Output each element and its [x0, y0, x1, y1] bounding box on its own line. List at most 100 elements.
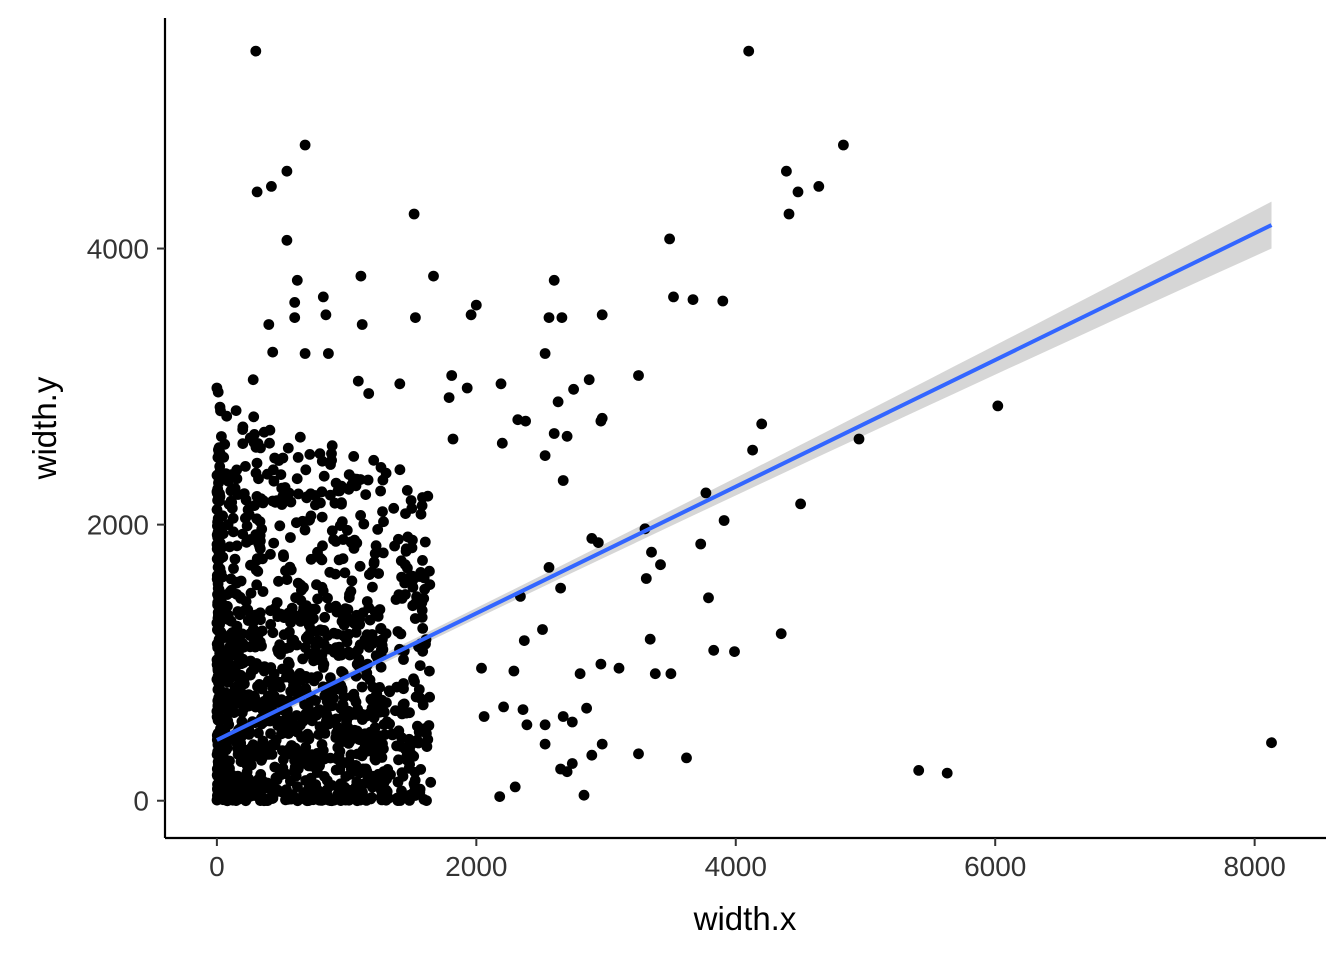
scatter-point-dense: [390, 705, 401, 717]
trend-line-layer: [216, 223, 1273, 742]
scatter-point-dense: [299, 699, 310, 710]
scatter-point-dense: [398, 678, 409, 689]
scatter-point-dense: [332, 628, 343, 640]
scatter-point-dense: [317, 745, 329, 756]
scatter-point: [665, 668, 677, 680]
scatter-point-dense: [319, 611, 331, 623]
scatter-point-dense: [215, 405, 226, 417]
scatter-point-dense: [409, 774, 421, 786]
scatter-point-dense: [350, 709, 362, 720]
scatter-point-dense: [237, 421, 249, 433]
scatter-point: [428, 270, 439, 282]
scatter-point: [320, 309, 332, 321]
scatter-point-dense: [393, 754, 404, 766]
scatter-point-dense: [303, 731, 315, 743]
scatter-point-dense: [356, 681, 368, 693]
scatter-point: [408, 208, 420, 220]
scatter-point-dense: [256, 752, 268, 764]
scatter-point: [447, 433, 459, 445]
scatter-point-dense: [270, 772, 282, 784]
scatter-point: [498, 701, 509, 713]
scatter-point: [557, 475, 569, 486]
scatter-point-dense: [251, 579, 263, 591]
scatter-point: [299, 348, 311, 359]
scatter-point-dense: [339, 567, 351, 579]
scatter-point-dense: [330, 477, 342, 489]
scatter-point: [289, 312, 301, 323]
scatter-point-dense: [284, 626, 295, 638]
scatter-point-dense: [222, 793, 234, 804]
scatter-point-dense: [273, 575, 284, 587]
scatter-point-dense: [360, 746, 372, 757]
scatter-point: [266, 181, 277, 192]
scatter-point-dense: [245, 587, 257, 599]
scatter-point-dense: [415, 508, 427, 520]
scatter-point-dense: [375, 485, 386, 497]
scatter-point-dense: [417, 623, 429, 634]
scatter-point: [394, 378, 406, 390]
scatter-point: [496, 437, 508, 449]
scatter-point-dense: [277, 663, 288, 675]
scatter-point-dense: [361, 710, 373, 722]
scatter-point-dense: [285, 496, 297, 508]
scatter-point: [640, 573, 652, 584]
scatter-point-dense: [404, 759, 415, 770]
scatter-point: [281, 234, 293, 246]
scatter-point: [299, 139, 311, 151]
scatter-point-dense: [348, 451, 360, 462]
scatter-point-dense: [290, 770, 302, 782]
scatter-point-dense: [350, 647, 362, 658]
scatter-point-dense: [361, 629, 373, 641]
scatter-point-dense: [415, 764, 427, 775]
scatter-point-dense: [407, 534, 418, 546]
scatter-point: [649, 668, 661, 680]
scatter-point-dense: [281, 574, 293, 585]
scatter-point-dense: [214, 690, 226, 702]
scatter-point-dense: [283, 642, 295, 653]
scatter-point-dense: [235, 669, 247, 681]
scatter-point-dense: [226, 496, 238, 508]
scatter-point-dense: [291, 517, 302, 529]
scatter-point-dense: [223, 719, 235, 730]
scatter-point-dense: [268, 475, 280, 487]
scatter-point-dense: [312, 593, 323, 605]
scatter-point: [596, 309, 608, 321]
scatter-point: [251, 186, 263, 198]
scatter-point-dense: [312, 671, 324, 682]
scatter-point-dense: [240, 461, 251, 472]
scatter-point-dense: [212, 663, 224, 674]
scatter-point-dense: [414, 660, 426, 671]
y-axis-title: width.y: [26, 376, 63, 480]
scatter-point-dense: [377, 474, 389, 486]
x-axis-title: width.x: [693, 900, 797, 937]
scatter-point: [668, 291, 679, 303]
scatter-point-dense: [304, 449, 316, 460]
scatter-point-dense: [325, 459, 336, 470]
scatter-point: [664, 233, 675, 245]
scatter-point-dense: [239, 605, 251, 616]
scatter-point: [633, 370, 644, 381]
scatter-point: [543, 312, 555, 323]
scatter-point-dense: [357, 787, 368, 798]
scatter-point: [555, 582, 566, 594]
scatter-point-dense: [256, 523, 268, 535]
scatter-point-dense: [407, 575, 419, 586]
scatter-point-dense: [416, 500, 428, 512]
scatter-point-dense: [302, 710, 314, 722]
scatter-point-dense: [374, 682, 385, 693]
scatter-point-dense: [222, 609, 234, 621]
scatter-point: [853, 433, 865, 445]
scatter-point-dense: [256, 625, 268, 637]
scatter-point-dense: [223, 658, 235, 670]
scatter-point-dense: [224, 641, 236, 652]
scatter-point-dense: [294, 431, 306, 443]
scatter-point-dense: [300, 464, 312, 476]
scatter-point-dense: [268, 537, 280, 549]
scatter-point-dense: [228, 563, 239, 574]
scatter-point: [263, 319, 275, 330]
scatter-point-dense: [421, 795, 432, 806]
y-tick-label: 0: [133, 786, 149, 817]
scatter-point-dense: [398, 654, 409, 665]
scatter-point-dense: [295, 747, 307, 759]
